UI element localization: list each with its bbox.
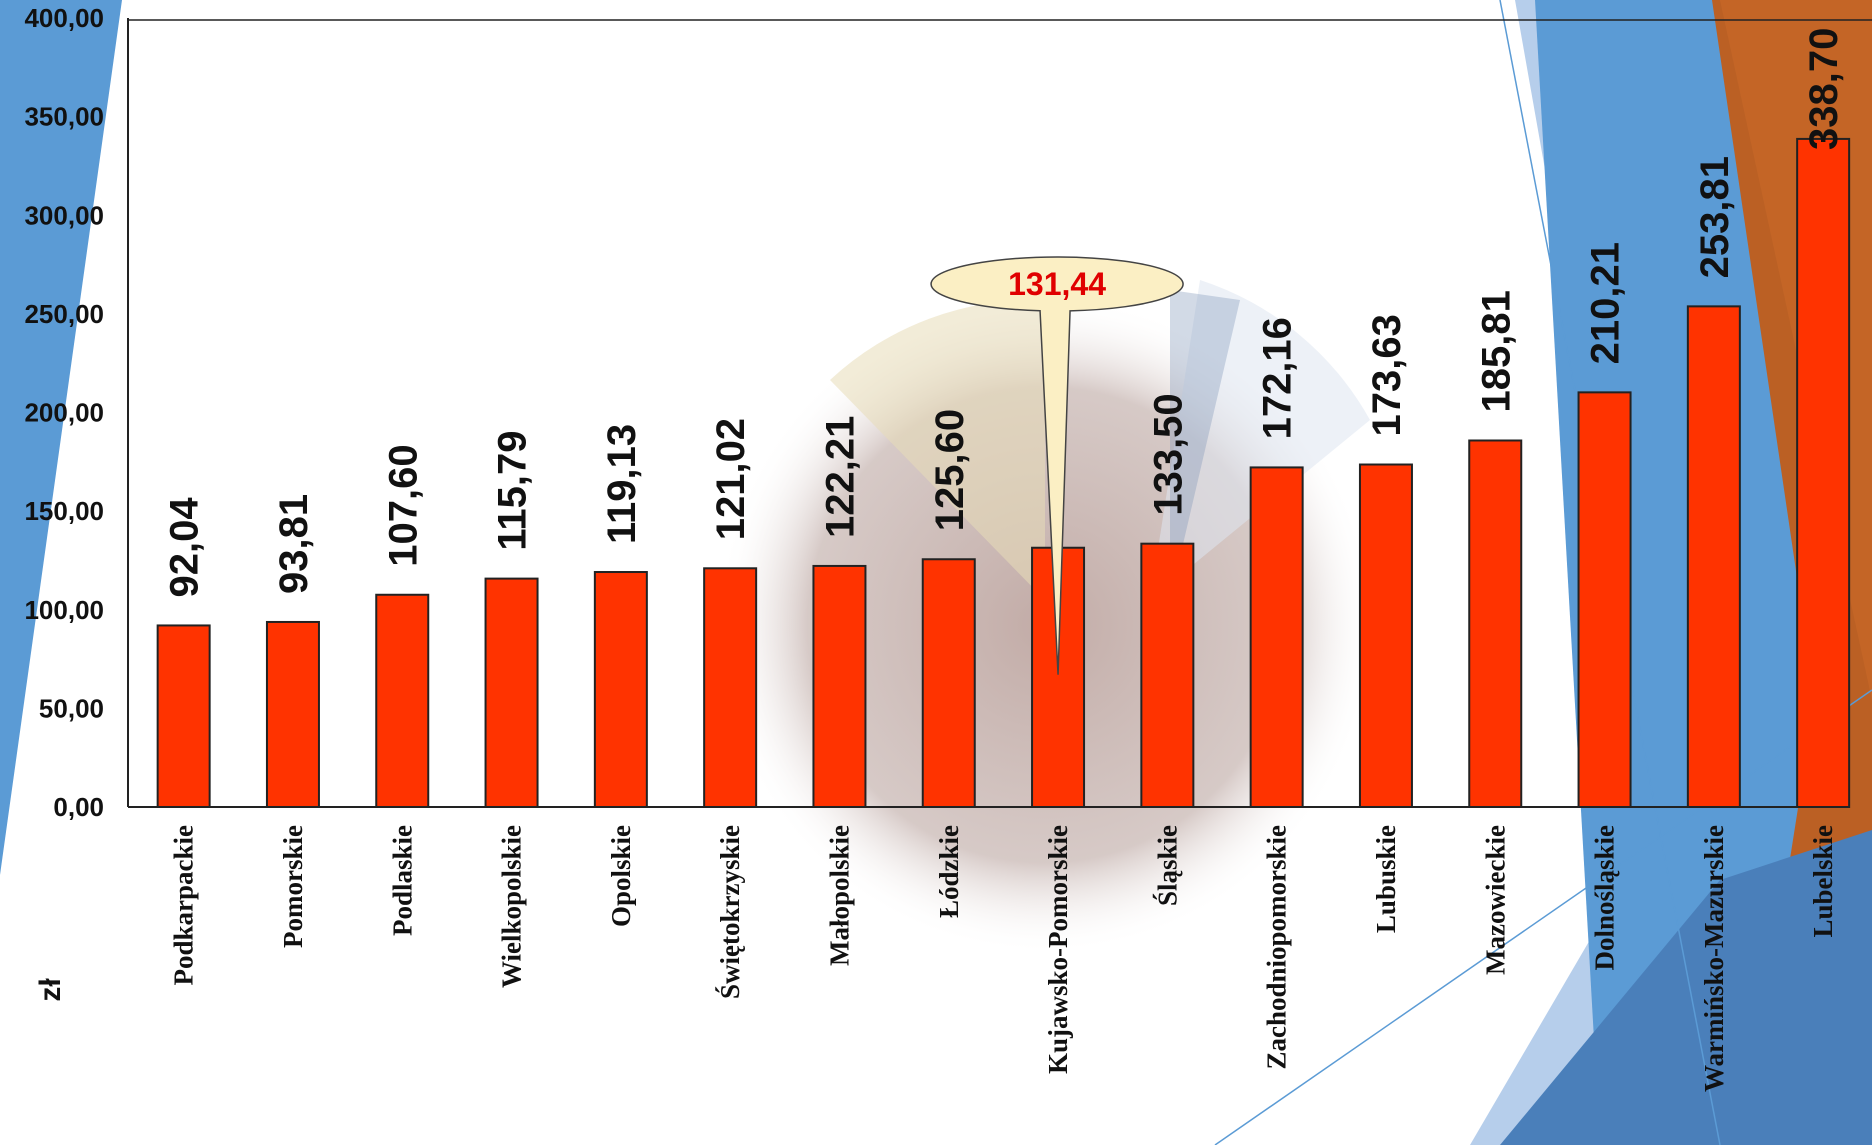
value-label: 92,04: [163, 497, 207, 598]
decorative-line: [1214, 689, 1872, 1145]
value-label: 173,63: [1365, 314, 1409, 436]
y-tick-label: 150,00: [24, 496, 104, 526]
y-tick-labels: 0,00 50,00 100,00 150,00 200,00 250,00 300,00 3…: [24, 3, 104, 822]
category-label: Kujawsko-Pomorskie: [1043, 825, 1073, 1074]
value-label: 93,81: [272, 494, 316, 594]
category-label: Warmińsko-Mazurskie: [1699, 825, 1729, 1092]
callout: 131,44: [930, 256, 1184, 675]
bar: [484, 577, 539, 809]
category-label: Zachodniopomorskie: [1262, 825, 1292, 1070]
bar: [375, 593, 430, 808]
value-labels: 92,04 93,81 107,60 115,79 119,13 121,02 122,21…: [163, 28, 1847, 598]
category-labels: Podkarpackie Pomorskie Podlaskie Wielkopols…: [169, 825, 1839, 1092]
value-label: 122,21: [818, 416, 862, 538]
y-tick-label: 300,00: [24, 200, 104, 230]
callout-bubble: [930, 256, 1184, 675]
bar: [156, 624, 211, 809]
left-blue-shape: [0, 0, 122, 875]
bar: [1686, 305, 1741, 808]
bar: [265, 620, 320, 808]
y-axis-label: zł: [34, 978, 67, 1002]
category-label: Wielkopolskie: [497, 825, 527, 988]
category-label: Opolskie: [606, 825, 636, 927]
category-label: Lubelskie: [1808, 825, 1838, 938]
y-tick-label: 50,00: [39, 693, 104, 723]
value-label: 210,21: [1584, 242, 1628, 364]
y-tick-label: 100,00: [24, 595, 104, 625]
category-label: Mazowieckie: [1480, 825, 1510, 975]
category-label: Lubuskie: [1371, 825, 1401, 933]
bar: [593, 571, 648, 808]
category-label: Dolnośląskie: [1590, 825, 1620, 971]
value-label: 125,60: [928, 409, 972, 531]
value-label: 253,81: [1693, 156, 1737, 278]
value-label: 119,13: [600, 424, 644, 544]
bar: [1358, 463, 1413, 808]
bar: [1577, 391, 1632, 808]
bar: [703, 567, 758, 808]
value-label: 107,60: [381, 444, 425, 566]
category-label: Małopolskie: [824, 825, 854, 966]
category-label: Śląskie: [1152, 825, 1182, 906]
bar: [1796, 137, 1851, 808]
y-tick-label: 350,00: [24, 102, 104, 132]
y-tick-label: 250,00: [24, 299, 104, 329]
category-label: Podlaskie: [387, 825, 417, 936]
bars: [156, 137, 1851, 809]
category-label: Podkarpackie: [169, 825, 199, 986]
y-tick-label: 200,00: [24, 398, 104, 428]
value-label: 121,02: [709, 418, 753, 540]
callout-value: 131,44: [1008, 266, 1106, 302]
bar: [1140, 542, 1195, 808]
category-label: Świętokrzyskie: [715, 825, 745, 999]
value-label: 185,81: [1474, 290, 1518, 412]
bar: [1468, 439, 1523, 808]
bar: [921, 558, 976, 809]
y-tick-label: 0,00: [53, 792, 104, 822]
bar: [812, 564, 867, 809]
bottom-blue-shape: [1500, 830, 1872, 1145]
category-label: Łódzkie: [934, 825, 964, 918]
value-label: 172,16: [1256, 317, 1300, 439]
y-tick-label: 400,00: [24, 3, 104, 33]
category-label: Pomorskie: [278, 825, 308, 948]
value-label: 115,79: [491, 430, 535, 550]
value-label: 338,70: [1802, 28, 1846, 150]
bar: [1249, 466, 1304, 808]
value-label: 133,50: [1146, 393, 1190, 515]
